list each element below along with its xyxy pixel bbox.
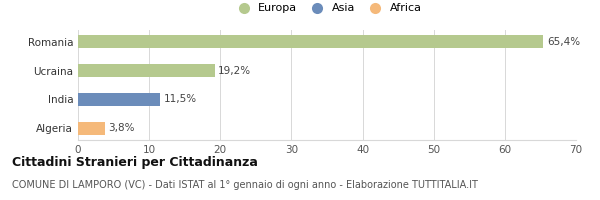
Text: Cittadini Stranieri per Cittadinanza: Cittadini Stranieri per Cittadinanza bbox=[12, 156, 258, 169]
Legend: Europa, Asia, Africa: Europa, Asia, Africa bbox=[230, 1, 424, 16]
Bar bbox=[78, 93, 160, 106]
Bar bbox=[78, 122, 105, 135]
Text: COMUNE DI LAMPORO (VC) - Dati ISTAT al 1° gennaio di ogni anno - Elaborazione TU: COMUNE DI LAMPORO (VC) - Dati ISTAT al 1… bbox=[12, 180, 478, 190]
Bar bbox=[78, 64, 215, 77]
Text: 65,4%: 65,4% bbox=[547, 37, 580, 47]
Text: 11,5%: 11,5% bbox=[163, 94, 196, 104]
Bar bbox=[78, 35, 543, 48]
Text: 19,2%: 19,2% bbox=[218, 66, 251, 76]
Text: 3,8%: 3,8% bbox=[109, 123, 135, 133]
